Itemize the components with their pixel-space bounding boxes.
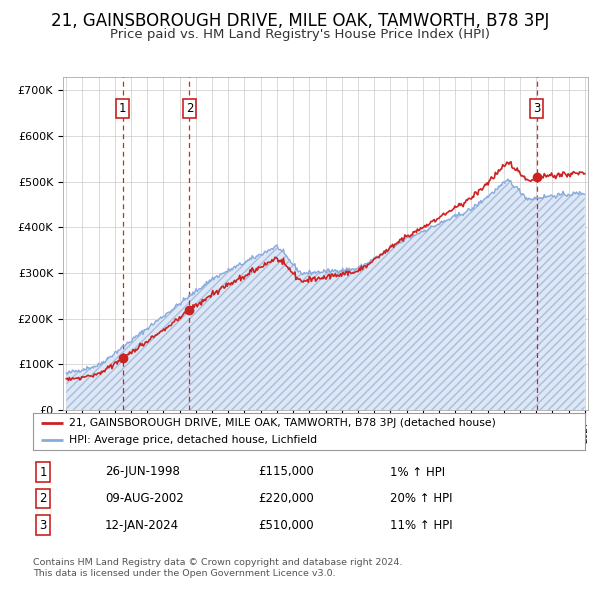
Text: 1: 1 <box>119 102 127 115</box>
Text: Price paid vs. HM Land Registry's House Price Index (HPI): Price paid vs. HM Land Registry's House … <box>110 28 490 41</box>
Text: 26-JUN-1998: 26-JUN-1998 <box>105 466 180 478</box>
Text: 3: 3 <box>533 102 541 115</box>
Text: 1% ↑ HPI: 1% ↑ HPI <box>390 466 445 478</box>
Text: 21, GAINSBOROUGH DRIVE, MILE OAK, TAMWORTH, B78 3PJ: 21, GAINSBOROUGH DRIVE, MILE OAK, TAMWOR… <box>51 12 549 30</box>
Text: 12-JAN-2024: 12-JAN-2024 <box>105 519 179 532</box>
Text: 09-AUG-2002: 09-AUG-2002 <box>105 492 184 505</box>
Text: 20% ↑ HPI: 20% ↑ HPI <box>390 492 452 505</box>
Text: 3: 3 <box>40 519 47 532</box>
Text: 2: 2 <box>185 102 193 115</box>
Text: £510,000: £510,000 <box>258 519 314 532</box>
Text: Contains HM Land Registry data © Crown copyright and database right 2024.
This d: Contains HM Land Registry data © Crown c… <box>33 558 403 578</box>
Text: £115,000: £115,000 <box>258 466 314 478</box>
Text: £220,000: £220,000 <box>258 492 314 505</box>
Text: 11% ↑ HPI: 11% ↑ HPI <box>390 519 452 532</box>
Text: 2: 2 <box>40 492 47 505</box>
Text: 1: 1 <box>40 466 47 478</box>
Text: 21, GAINSBOROUGH DRIVE, MILE OAK, TAMWORTH, B78 3PJ (detached house): 21, GAINSBOROUGH DRIVE, MILE OAK, TAMWOR… <box>69 418 496 428</box>
Text: HPI: Average price, detached house, Lichfield: HPI: Average price, detached house, Lich… <box>69 435 317 445</box>
